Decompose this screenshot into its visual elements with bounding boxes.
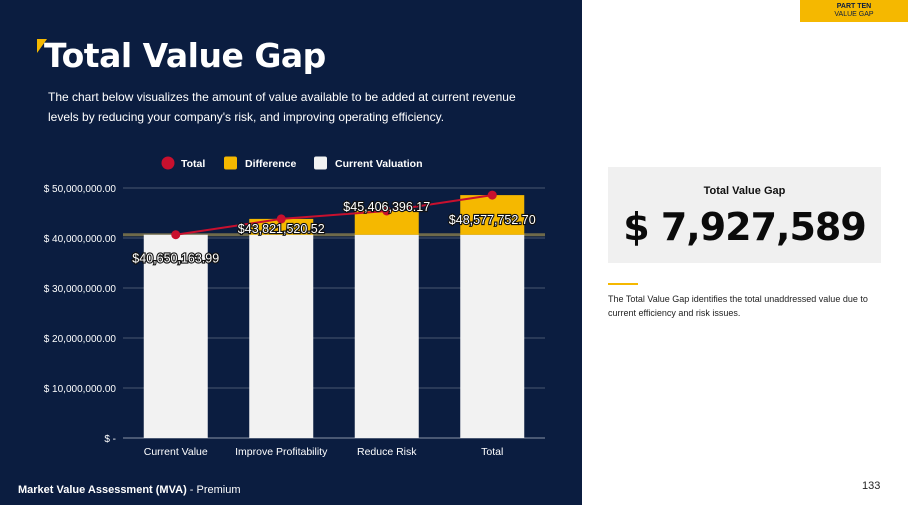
legend-current-valuation-icon (314, 156, 327, 170)
y-tick-label: $ - (104, 434, 116, 445)
total-point (487, 190, 497, 200)
section-badge: PART TEN VALUE GAP (800, 0, 908, 22)
y-tick-label: $ 50,000,000.00 (44, 184, 117, 195)
legend-difference-label: Difference (245, 158, 297, 170)
total-point (276, 214, 286, 224)
bar-current-valuation (249, 234, 314, 438)
x-tick-label: Current Value (144, 446, 208, 458)
y-tick-label: $ 40,000,000.00 (44, 234, 117, 245)
total-point (171, 230, 181, 240)
bar-current-valuation (354, 234, 419, 438)
value-gap-card: Total Value Gap $ 7,927,589 (608, 167, 881, 263)
legend-total-label: Total (181, 158, 205, 170)
value-gap-amount: $ 7,927,589 (623, 205, 867, 249)
bar-difference (460, 195, 525, 235)
y-tick-label: $ 10,000,000.00 (44, 384, 117, 395)
footer-title: Market Value Assessment (MVA) (18, 484, 187, 496)
page-title: Total Value Gap (44, 36, 326, 75)
total-point (382, 206, 392, 216)
value-gap-chart: $ - $ 10,000,000.00 $ 20,000,000.00 $ 30,00… (44, 156, 545, 458)
total-series-line (175, 194, 493, 236)
x-tick-label: Improve Profitability (235, 446, 328, 458)
bar-difference (249, 218, 314, 235)
note-divider (608, 283, 638, 285)
bar-current-valuation (143, 234, 208, 438)
footer-edition: - Premium (186, 484, 241, 496)
chart-description: The chart below visualizes the amount of… (48, 90, 516, 124)
data-label: $40,650,163.99 (132, 252, 219, 266)
x-tick-label: Reduce Risk (357, 446, 417, 458)
bar-current-valuation (460, 234, 525, 438)
bar-difference (354, 210, 419, 235)
page-number: 133 (862, 480, 881, 492)
value-gap-note: The Total Value Gap identifies the total… (608, 294, 868, 318)
section-badge-part: PART TEN (836, 3, 872, 10)
title-accent-mark (37, 39, 47, 53)
y-tick-label: $ 30,000,000.00 (44, 284, 117, 295)
x-tick-label: Total (481, 446, 503, 458)
legend-difference-icon (224, 156, 237, 170)
section-badge-title: VALUE GAP (834, 11, 874, 18)
legend-current-valuation-label: Current Valuation (335, 158, 423, 170)
value-gap-label: Total Value Gap (703, 185, 786, 197)
y-tick-label: $ 20,000,000.00 (44, 334, 117, 345)
footer-text: Market Value Assessment (MVA) - Premium (18, 484, 241, 496)
legend-total-icon (161, 156, 175, 170)
data-label: $43,821,520.52 (238, 222, 325, 236)
data-label: $45,406,396.17 (343, 200, 430, 214)
data-label: $48,577,752.70 (449, 213, 536, 227)
